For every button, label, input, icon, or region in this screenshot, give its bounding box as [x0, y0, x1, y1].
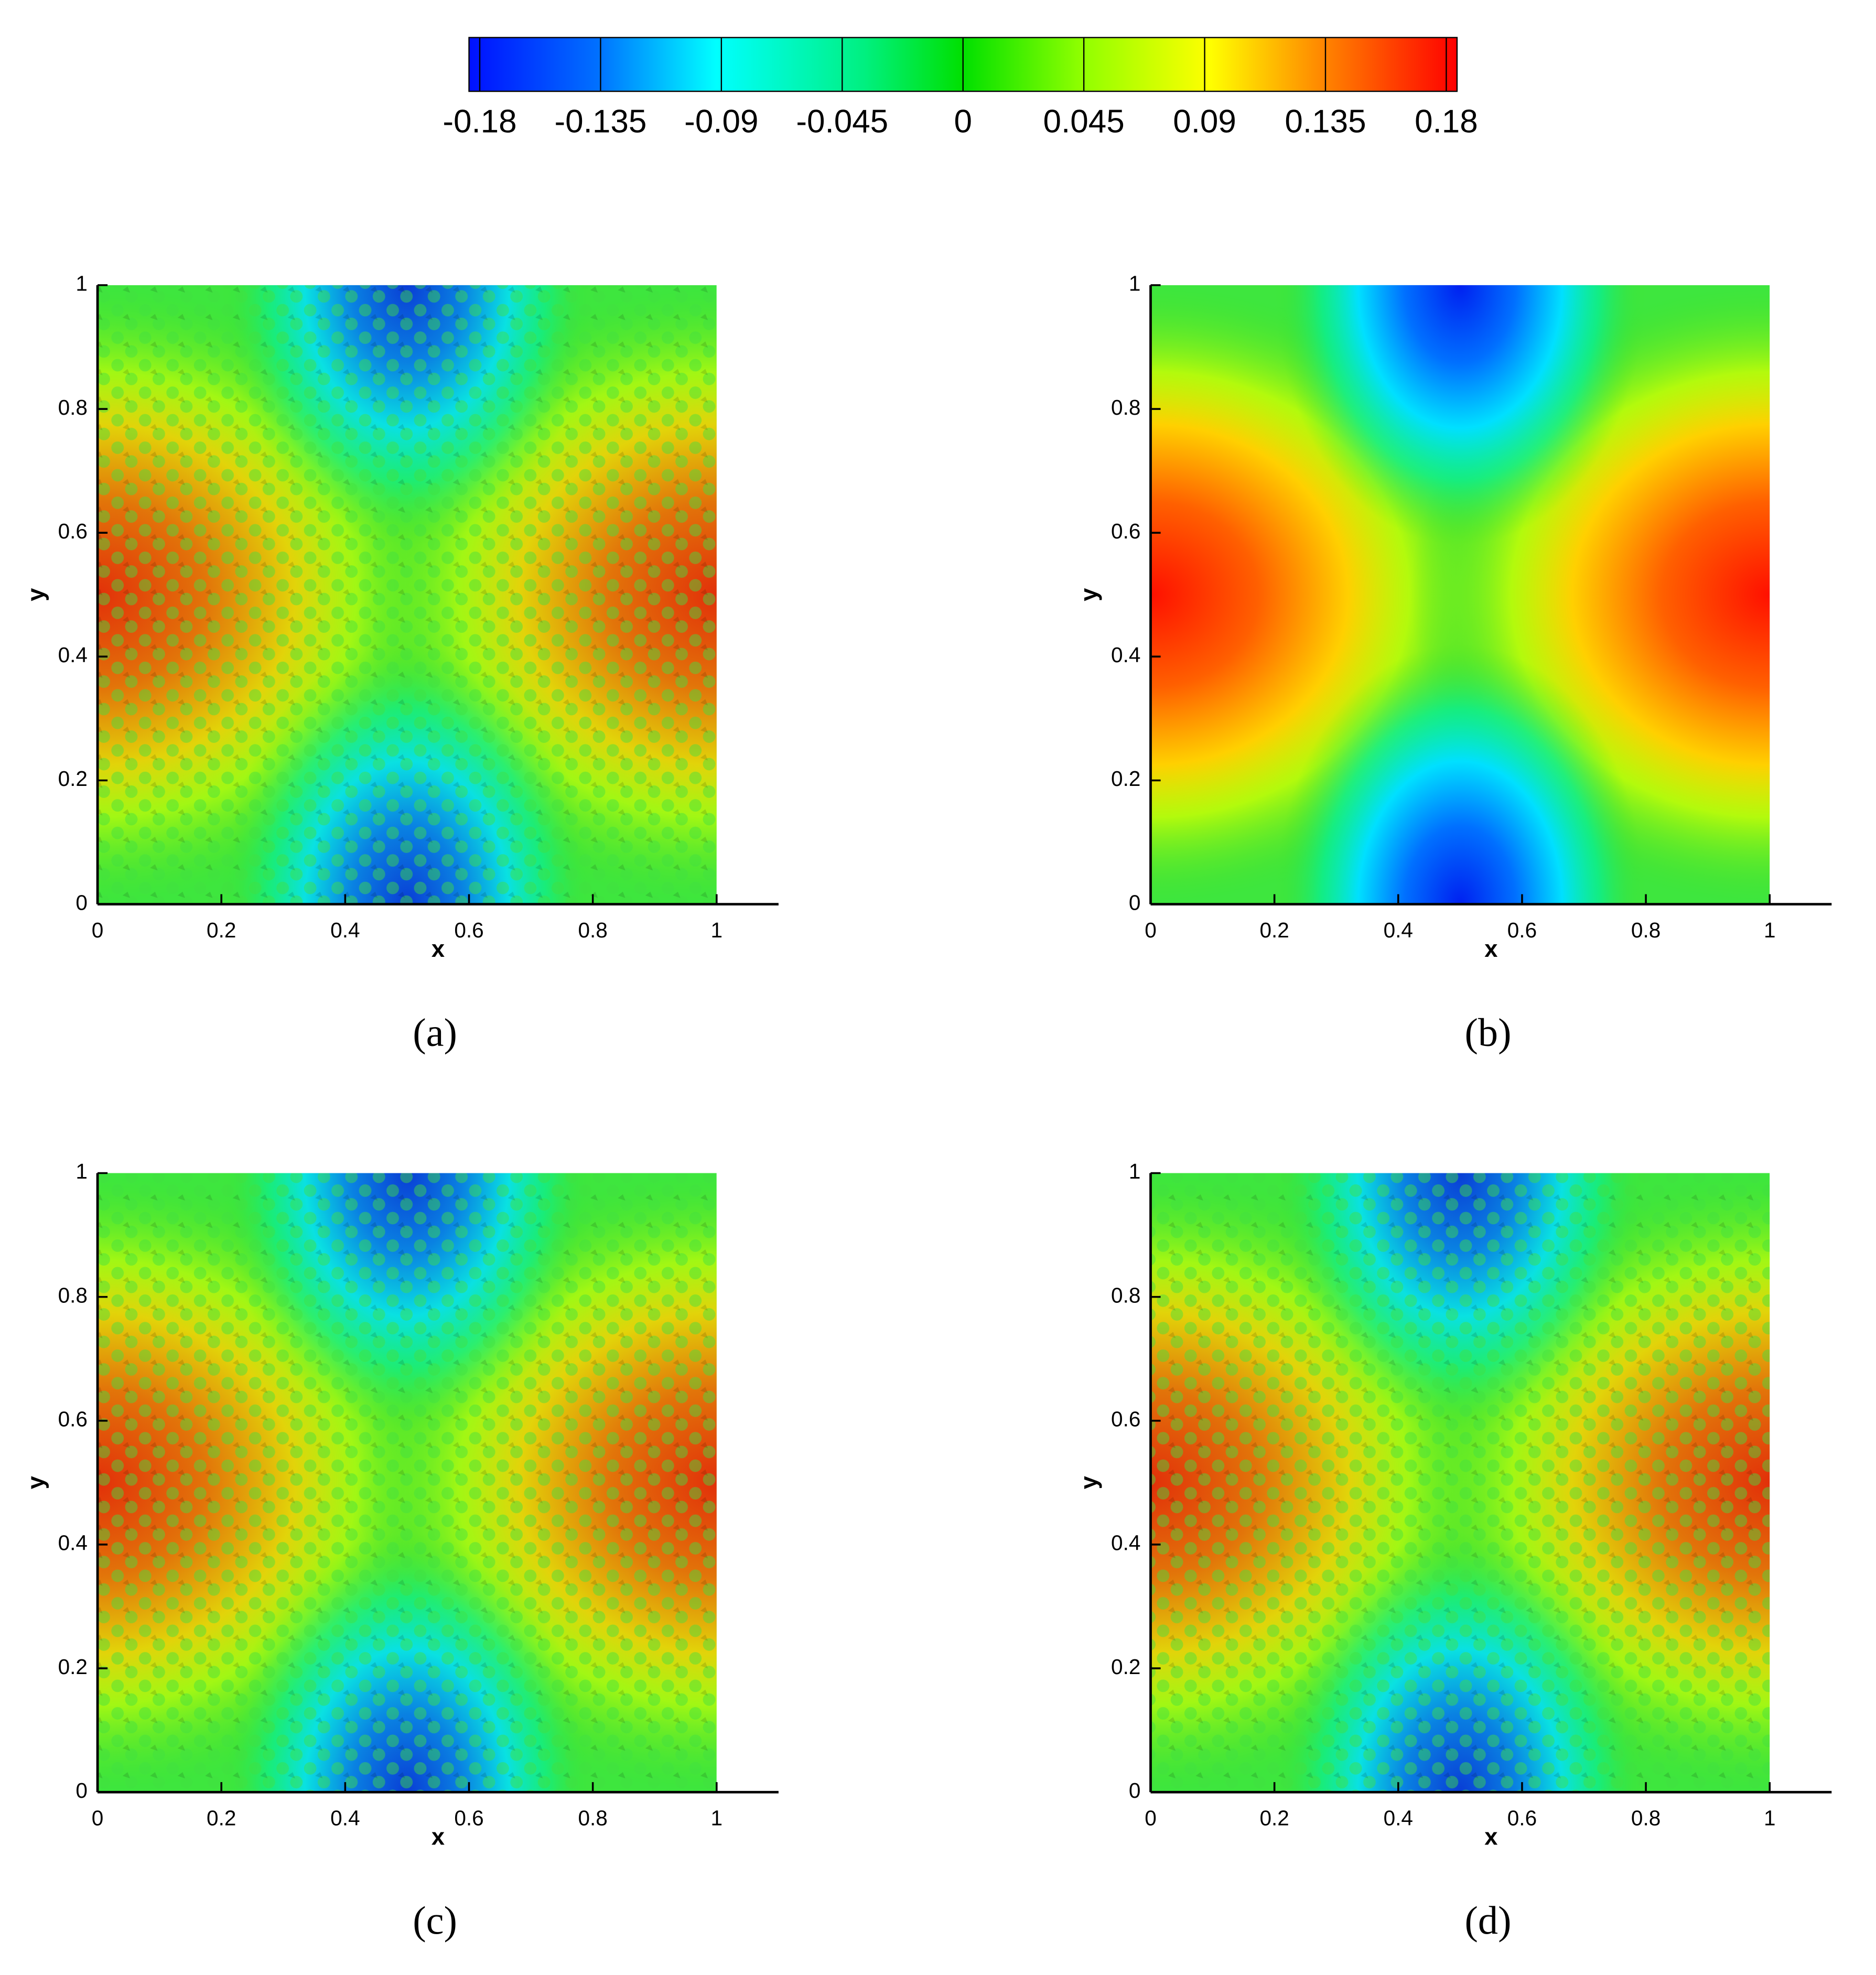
y-tick-label: 0.8: [58, 395, 88, 419]
x-tick-label: 0: [92, 918, 104, 942]
field-texture: [98, 1173, 717, 1793]
x-tick-label: 0.4: [1384, 1806, 1413, 1830]
x-tick-label: 0: [1145, 918, 1157, 942]
x-tick-label: 0.4: [1384, 918, 1413, 942]
x-tick-label: 0: [92, 1806, 104, 1830]
x-axis-label: x: [1484, 935, 1497, 962]
y-tick-label: 1: [76, 1159, 88, 1183]
field-texture: [1150, 1173, 1770, 1793]
y-axis-label: y: [23, 588, 49, 601]
x-tick-label: 1: [711, 918, 723, 942]
colorbar-tick-label: 0.135: [1285, 104, 1366, 140]
y-tick-label: 0.4: [58, 643, 88, 667]
x-tick-label: 0.4: [330, 918, 360, 942]
y-axis-label: y: [1075, 1476, 1102, 1489]
x-tick-label: 1: [711, 1806, 723, 1830]
y-tick-label: 0: [76, 1778, 88, 1803]
y-tick-label: 0: [1129, 890, 1141, 914]
x-tick-label: 0.2: [1259, 918, 1289, 942]
x-tick-label: 1: [1764, 1806, 1776, 1830]
y-tick-label: 0.4: [1111, 1531, 1140, 1555]
x-axis-label: x: [432, 935, 445, 962]
caption: (d): [1465, 1898, 1512, 1943]
y-tick-label: 0: [1129, 1778, 1141, 1803]
x-tick-label: 0.8: [578, 918, 607, 942]
y-tick-label: 1: [76, 272, 88, 296]
x-tick-label: 0.2: [207, 1806, 236, 1830]
colorbar-tick-label: 0.09: [1173, 104, 1236, 140]
cold-region: [1274, 644, 1646, 904]
x-tick-label: 0.2: [207, 918, 236, 942]
y-tick-label: 0.2: [58, 767, 88, 791]
field: [98, 285, 717, 904]
x-tick-label: 0.6: [454, 918, 483, 942]
x-tick-label: 1: [1764, 918, 1776, 942]
x-tick-label: 0.6: [454, 1806, 483, 1830]
caption: (b): [1465, 1010, 1512, 1055]
x-tick-label: 0.8: [1631, 918, 1661, 942]
y-axis-label: y: [23, 1476, 49, 1489]
cold-region: [1274, 285, 1646, 545]
colorbar-tick-label: -0.045: [796, 104, 888, 140]
y-tick-label: 0.2: [58, 1655, 88, 1679]
field: [98, 1173, 717, 1793]
y-tick-label: 0.8: [58, 1283, 88, 1307]
y-tick-label: 0.8: [1111, 1283, 1140, 1307]
x-tick-label: 0.6: [1507, 1806, 1537, 1830]
x-tick-label: 0.4: [330, 1806, 360, 1830]
caption: (a): [413, 1010, 457, 1055]
colorbar-tick-label: 0.18: [1415, 104, 1478, 140]
y-tick-label: 1: [1129, 1159, 1141, 1183]
y-tick-label: 0.6: [1111, 1407, 1140, 1431]
x-tick-label: 0.2: [1259, 1806, 1289, 1830]
colorbar-tick-label: -0.135: [555, 104, 647, 140]
colorbar-tick-label: 0: [954, 104, 972, 140]
y-tick-label: 0.8: [1111, 395, 1140, 419]
y-axis-label: y: [1075, 588, 1102, 601]
x-tick-label: 0.6: [1507, 918, 1537, 942]
field-texture: [98, 285, 717, 904]
y-tick-label: 0.6: [58, 519, 88, 543]
x-tick-label: 0.8: [1631, 1806, 1661, 1830]
y-tick-label: 0.2: [1111, 1655, 1140, 1679]
x-axis-label: x: [432, 1823, 445, 1850]
x-axis-label: x: [1484, 1823, 1497, 1850]
y-tick-label: 0.4: [58, 1531, 88, 1555]
field: [1150, 285, 1770, 904]
y-tick-label: 0.6: [1111, 519, 1140, 543]
y-tick-label: 1: [1129, 272, 1141, 296]
colorbar-tick-label: -0.18: [443, 104, 516, 140]
x-tick-label: 0.8: [578, 1806, 607, 1830]
y-tick-label: 0: [76, 890, 88, 914]
y-tick-label: 0.6: [58, 1407, 88, 1431]
y-tick-label: 0.4: [1111, 643, 1140, 667]
colorbar-tick-label: 0.045: [1043, 104, 1125, 140]
field: [1150, 1173, 1770, 1793]
caption: (c): [413, 1898, 457, 1943]
x-tick-label: 0: [1145, 1806, 1157, 1830]
y-tick-label: 0.2: [1111, 767, 1140, 791]
colorbar-tick-label: -0.09: [684, 104, 758, 140]
